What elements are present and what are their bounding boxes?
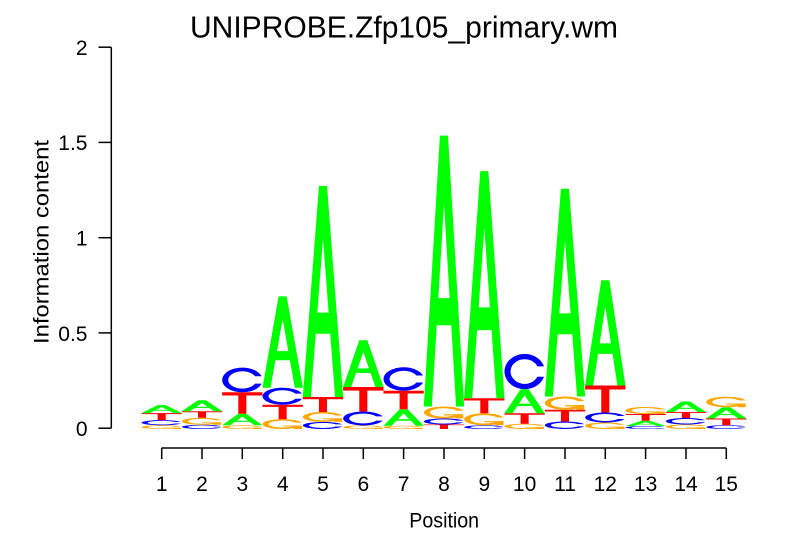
- svg-text:0.5: 0.5: [58, 323, 87, 346]
- svg-text:11: 11: [554, 473, 576, 496]
- svg-text:1: 1: [156, 473, 168, 496]
- svg-text:7: 7: [398, 473, 410, 496]
- svg-text:13: 13: [634, 473, 657, 496]
- svg-text:10: 10: [513, 473, 536, 496]
- svg-text:1: 1: [76, 228, 88, 251]
- svg-text:0: 0: [76, 418, 88, 441]
- svg-text:2: 2: [76, 37, 88, 60]
- svg-text:8: 8: [438, 473, 450, 496]
- svg-text:1.5: 1.5: [58, 132, 87, 155]
- svg-text:4: 4: [277, 473, 289, 496]
- svg-text:6: 6: [357, 473, 369, 496]
- svg-text:Information content: Information content: [31, 140, 54, 344]
- svg-text:3: 3: [236, 473, 248, 496]
- svg-text:15: 15: [715, 473, 738, 496]
- svg-text:Position: Position: [409, 510, 479, 533]
- svg-text:5: 5: [317, 473, 329, 496]
- svg-text:14: 14: [674, 473, 698, 496]
- svg-text:2: 2: [196, 473, 208, 496]
- svg-text:9: 9: [478, 473, 490, 496]
- svg-text:UNIPROBE.Zfp105_primary.wm: UNIPROBE.Zfp105_primary.wm: [190, 10, 618, 45]
- svg-text:12: 12: [594, 473, 617, 496]
